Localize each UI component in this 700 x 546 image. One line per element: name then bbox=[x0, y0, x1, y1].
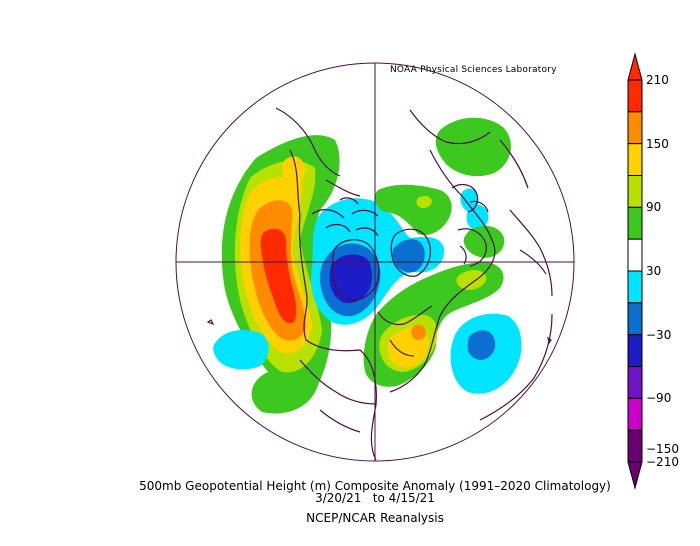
colorbar-swatch bbox=[627, 206, 643, 240]
colorbar-tick-label: −90 bbox=[646, 391, 672, 406]
colorbar-arrow-top bbox=[627, 52, 643, 81]
coast-misc-1 bbox=[509, 209, 553, 297]
east-yellowgreen-tail bbox=[456, 270, 487, 290]
colorbar-swatch bbox=[627, 334, 643, 367]
coast-arctic-archipelago bbox=[311, 197, 379, 237]
coastlines bbox=[206, 80, 553, 461]
colorbar-tick-label: 90 bbox=[646, 200, 662, 215]
colorbar-tick-label: −150 bbox=[646, 442, 679, 457]
colorbar-tick-label: −210 bbox=[646, 455, 679, 469]
coast-north-america bbox=[289, 149, 377, 461]
colorbar bbox=[627, 52, 643, 490]
siberia-green bbox=[435, 117, 511, 177]
coast-hudson-bay bbox=[331, 239, 380, 301]
coast-greenland bbox=[390, 228, 431, 277]
ridge-west-yellow-north bbox=[282, 156, 305, 187]
colorbar-swatch bbox=[627, 79, 643, 113]
coast-scandinavia bbox=[451, 183, 489, 213]
caption-title: 500mb Geopotential Height (m) Composite … bbox=[139, 479, 611, 493]
coast-asia-east bbox=[377, 305, 433, 357]
graticule bbox=[175, 62, 575, 462]
trough-greenland-blue bbox=[392, 239, 425, 273]
arctic-yellowgreen-spot bbox=[416, 195, 432, 209]
colorbar-swatch bbox=[627, 175, 643, 208]
colorbar-tick-label: −30 bbox=[646, 327, 672, 342]
colorbar-swatch bbox=[627, 302, 643, 336]
coast-siberia-north bbox=[409, 109, 529, 189]
anomaly-field bbox=[213, 117, 522, 414]
trough-canada-darkblue bbox=[329, 254, 373, 304]
east-asia-green bbox=[463, 225, 505, 258]
eurasia-ridge-orange bbox=[411, 324, 426, 341]
pacific-trough-cyan bbox=[213, 329, 269, 370]
coast-alaska bbox=[275, 107, 361, 197]
ridge-west-red bbox=[260, 228, 297, 324]
colorbar-tick-label: 210 bbox=[646, 73, 669, 87]
colorbar-swatch bbox=[627, 111, 643, 145]
colorbar-swatch bbox=[627, 366, 643, 399]
colorbar-swatch bbox=[627, 270, 643, 304]
coast-africa bbox=[479, 313, 553, 421]
colorbar-tick-label: 30 bbox=[646, 264, 662, 278]
coast-eurasia bbox=[389, 149, 496, 393]
colorbar-swatch bbox=[627, 429, 643, 463]
atlantic-trough-blue bbox=[467, 330, 496, 360]
caption-source: NCEP/NCAR Reanalysis bbox=[306, 511, 444, 525]
credit-label: NOAA Physical Sciences Laboratory bbox=[390, 65, 557, 75]
coast-misc-2 bbox=[299, 359, 377, 433]
colorbar-swatch bbox=[627, 143, 643, 177]
caption-dates: 3/20/21 to 4/15/21 bbox=[315, 491, 435, 505]
arctic-green-arch bbox=[375, 184, 452, 236]
colorbar-tick-label: 150 bbox=[646, 136, 669, 151]
colorbar-arrow-bottom bbox=[627, 461, 643, 490]
colorbar-swatch bbox=[627, 397, 643, 431]
colorbar-swatch bbox=[627, 238, 643, 272]
